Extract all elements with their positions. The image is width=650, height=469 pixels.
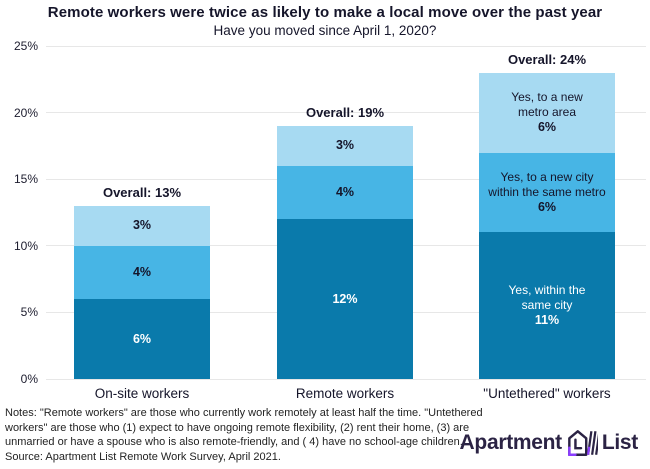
apartment-list-logo: Apartment List <box>460 428 638 458</box>
bar-segment: 6% <box>74 299 210 379</box>
house-icon <box>566 428 598 458</box>
gridline-20% <box>46 112 646 114</box>
logo-text-apartment: Apartment <box>459 431 563 454</box>
gridline-0% <box>46 378 646 380</box>
stacked-bar-untethered-workers: Yes, to a new metro area 6% Yes, to a new c… <box>479 72 615 379</box>
segment-description: Yes, to a new city <box>500 170 594 185</box>
logo-text-list: List <box>601 431 638 454</box>
chart-subtitle: Have you moved since April 1, 2020? <box>213 23 437 38</box>
segment-description: metro area <box>517 105 577 120</box>
segment-description: Yes, to a new <box>511 90 583 105</box>
chart-source: Source: Apartment List Remote Work Surve… <box>5 451 281 463</box>
x-axis-category-label: "Untethered" workers <box>483 386 611 401</box>
segment-value-label: 4% <box>335 185 355 200</box>
overall-label: Overall: 13% <box>102 184 182 200</box>
segment-value-label: 12% <box>332 291 358 306</box>
notes-line: unmarried or have a spouse who is also r… <box>5 436 463 448</box>
segment-value-label: 3% <box>335 138 355 153</box>
bar-segment: Yes, within the same city 11% <box>479 232 615 379</box>
segment-value-label: 6% <box>537 200 557 215</box>
plot-area: 0% 5% 10% 15% 20% 25% 3% 4% 6% Overall: 13% On-sit… <box>14 39 646 401</box>
notes-line: Notes: "Remote workers" are those who cu… <box>5 407 483 419</box>
bar-segment: 3% <box>277 125 413 166</box>
bar-segment: 4% <box>74 245 210 300</box>
y-axis-tick-label: 5% <box>20 305 38 320</box>
segment-value-label: 3% <box>132 218 152 233</box>
segment-value-label: 11% <box>534 313 560 328</box>
y-axis-tick-label: 20% <box>13 105 38 120</box>
chart-title: Remote workers were twice as likely to m… <box>47 4 603 21</box>
y-axis-tick-label: 15% <box>13 172 38 187</box>
y-axis-tick-label: 0% <box>20 372 38 386</box>
segment-description: within the same metro <box>488 185 606 200</box>
segment-value-label: 4% <box>132 264 152 279</box>
segment-value-label: 6% <box>132 331 152 346</box>
x-axis-category-label: Remote workers <box>295 386 395 401</box>
x-axis-category-label: On-site workers <box>94 386 190 401</box>
segment-value-label: 6% <box>537 120 557 135</box>
bar-segment: Yes, to a new metro area 6% <box>479 72 615 153</box>
overall-label: Overall: 19% <box>305 104 385 120</box>
stacked-bar-remote-workers: 3% 4% 12% <box>277 125 413 379</box>
bar-segment: 12% <box>277 219 413 379</box>
bar-segment: Yes, to a new city within the same metro 6… <box>479 152 615 233</box>
y-axis-tick-label: 25% <box>13 39 38 53</box>
stacked-bar-on-site-workers: 3% 4% 6% <box>74 205 210 379</box>
bar-segment: 3% <box>74 205 210 246</box>
chart-notes: Notes: "Remote workers" are those who cu… <box>5 406 500 450</box>
y-axis-tick-label: 10% <box>13 238 38 253</box>
segment-description: Yes, within the <box>508 283 586 298</box>
segment-description: same city <box>521 298 573 313</box>
notes-line: workers" are those who (1) expect to hav… <box>5 421 470 434</box>
gridline-25% <box>46 45 646 47</box>
bar-segment: 4% <box>277 165 413 220</box>
overall-label: Overall: 24% <box>507 51 587 67</box>
